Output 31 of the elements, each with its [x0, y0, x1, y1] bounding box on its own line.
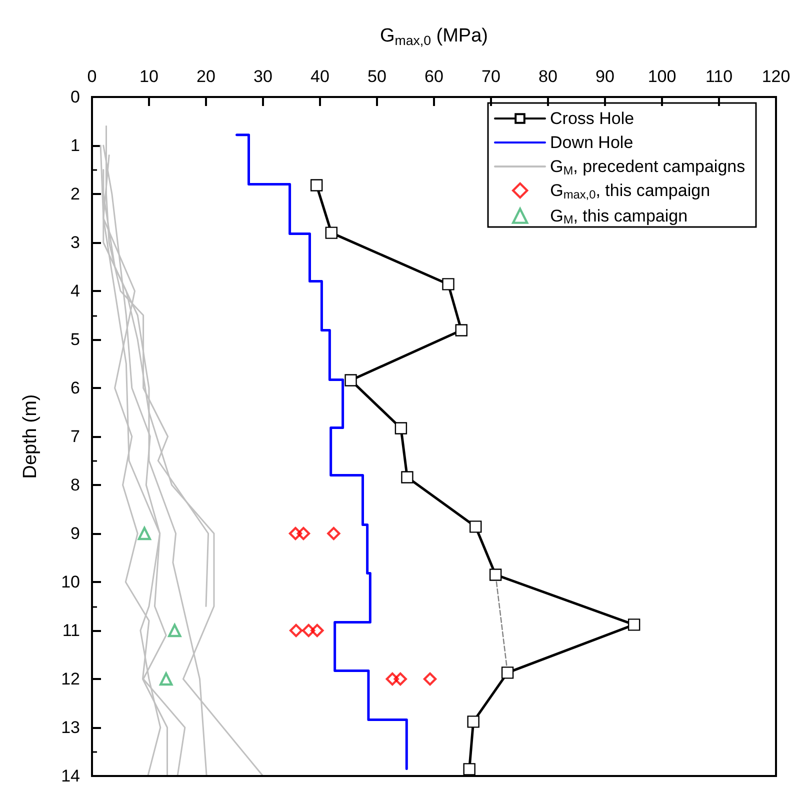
x-tick-label: 80	[538, 67, 558, 86]
y-tick-label: 13	[61, 718, 80, 737]
y-tick-label: 3	[70, 233, 80, 252]
y-tick-label: 7	[70, 427, 80, 446]
x-tick-label: 0	[87, 67, 97, 86]
y-tick-label: 6	[70, 378, 80, 398]
x-tick-label: 60	[424, 67, 444, 86]
y-tick-label: 4	[70, 282, 80, 300]
x-tick-label: 30	[254, 67, 272, 86]
x-tick-label: 110	[705, 67, 733, 86]
y-tick-label: 0	[70, 88, 80, 106]
legend-label: Down Hole	[550, 133, 634, 152]
y-tick-label: 12	[61, 670, 80, 688]
y-tick-label: 11	[62, 621, 80, 640]
legend-label: Cross Hole	[550, 109, 634, 128]
x-tick-label: 70	[482, 67, 500, 86]
x-tick-label: 90	[596, 67, 614, 86]
y-tick-label: 10	[61, 572, 80, 592]
x-tick-label: 40	[310, 67, 330, 86]
y-tick-label: 14	[61, 766, 80, 786]
x-tick-label: 20	[196, 67, 216, 86]
x-tick-label: 10	[140, 67, 158, 86]
y-tick-label: 1	[70, 136, 80, 155]
y-axis-title: Depth (m)	[20, 394, 41, 479]
y-tick-label: 5	[70, 330, 80, 349]
y-tick-label: 8	[70, 476, 80, 494]
x-tick-label: 50	[368, 67, 386, 86]
y-tick-label: 9	[70, 524, 80, 543]
y-tick-label: 2	[70, 184, 80, 204]
x-tick-label: 100	[648, 67, 676, 86]
x-tick-label: 120	[762, 67, 790, 86]
